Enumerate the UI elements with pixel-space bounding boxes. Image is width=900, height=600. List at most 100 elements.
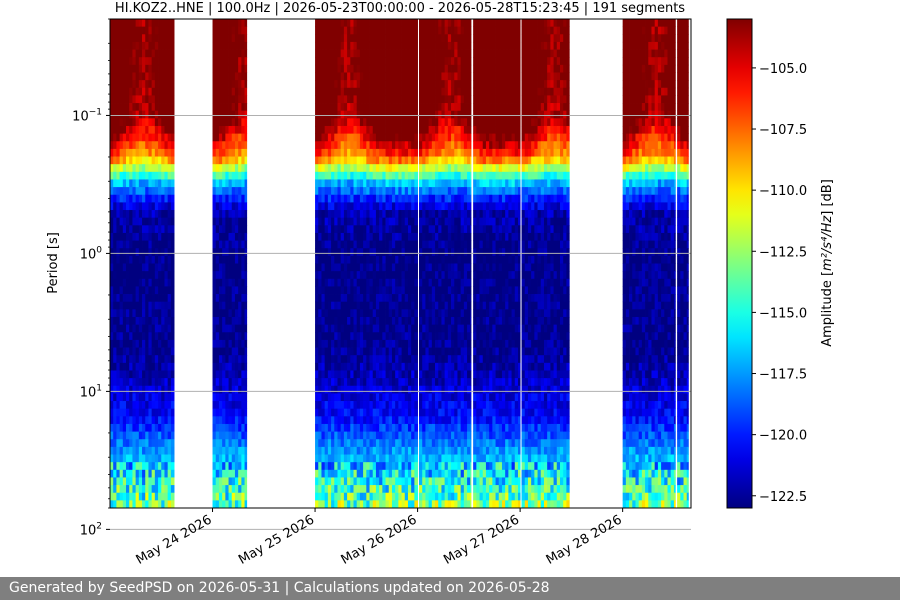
heatmap-cell: [222, 72, 226, 81]
heatmap-cell: [337, 332, 342, 341]
heatmap-cell: [463, 370, 468, 379]
heatmap-cell: [212, 271, 217, 280]
heatmap-cell: [238, 248, 242, 257]
heatmap-cell: [407, 171, 412, 180]
heatmap-cell: [428, 278, 433, 287]
heatmap-cell: [407, 156, 412, 165]
heatmap-cell: [244, 446, 248, 455]
heatmap-cell: [388, 57, 393, 66]
heatmap-cell: [353, 278, 358, 287]
heatmap-cell: [425, 80, 430, 89]
heatmap-cell: [457, 255, 462, 264]
heatmap-cell: [234, 431, 239, 440]
heatmap-cell: [372, 179, 377, 188]
heatmap-cell: [369, 416, 374, 425]
heatmap-cell: [375, 469, 380, 478]
heatmap-cell: [238, 355, 242, 364]
heatmap-cell: [391, 423, 396, 432]
heatmap-cell: [460, 492, 465, 501]
heatmap-cell: [340, 255, 345, 264]
heatmap-cell: [369, 164, 374, 173]
heatmap-cell: [431, 194, 436, 203]
heatmap-cell: [447, 225, 452, 234]
heatmap-cell: [151, 446, 156, 455]
heatmap-cell: [228, 477, 233, 486]
heatmap-cell: [359, 446, 364, 455]
heatmap-cell: [138, 485, 143, 494]
heatmap-cell: [122, 95, 127, 104]
heatmap-cell: [119, 362, 124, 371]
heatmap-cell: [324, 294, 329, 303]
heatmap-cell: [343, 439, 348, 448]
heatmap-cell: [234, 286, 239, 295]
heatmap-cell: [228, 240, 233, 249]
heatmap-cell: [135, 156, 140, 165]
heatmap-cell: [167, 164, 172, 173]
heatmap-cell: [234, 171, 239, 180]
heatmap-cell: [126, 401, 130, 410]
heatmap-cell: [375, 271, 380, 280]
heatmap-cell: [395, 286, 399, 295]
heatmap-cell: [435, 80, 439, 89]
heatmap-cell: [454, 378, 458, 387]
heatmap-cell: [164, 370, 169, 379]
heatmap-cell: [382, 294, 386, 303]
heatmap-cell: [391, 232, 396, 241]
heatmap-cell: [324, 477, 329, 486]
heatmap-cell: [435, 125, 439, 135]
heatmap-cell: [148, 34, 153, 43]
heatmap-cell: [324, 95, 329, 104]
heatmap-cell: [353, 263, 358, 272]
heatmap-cell: [225, 362, 229, 371]
heatmap-cell: [340, 171, 345, 180]
heatmap-cell: [444, 19, 449, 28]
heatmap-cell: [241, 64, 245, 73]
heatmap-cell: [142, 202, 146, 211]
heatmap-cell: [324, 431, 329, 440]
heatmap-cell: [444, 240, 449, 249]
heatmap-cell: [447, 408, 452, 417]
heatmap-cell: [353, 446, 358, 455]
heatmap-cell: [324, 64, 329, 73]
heatmap-cell: [231, 95, 236, 104]
heatmap-cell: [218, 332, 223, 341]
heatmap-cell: [372, 187, 377, 196]
heatmap-cell: [218, 278, 223, 287]
heatmap-cell: [457, 500, 462, 508]
heatmap-cell: [321, 171, 326, 180]
heatmap-cell: [363, 393, 367, 402]
heatmap-cell: [244, 301, 248, 310]
heatmap-cell: [228, 26, 233, 35]
heatmap-cell: [366, 477, 370, 486]
heatmap-cell: [451, 301, 455, 310]
heatmap-cell: [411, 156, 415, 165]
heatmap-cell: [135, 439, 140, 448]
heatmap-cell: [388, 103, 393, 112]
heatmap-cell: [404, 278, 409, 287]
heatmap-cell: [238, 49, 242, 58]
heatmap-cell: [167, 141, 172, 150]
heatmap-cell: [343, 492, 348, 501]
heatmap-cell: [318, 202, 322, 211]
heatmap-cell: [161, 49, 165, 58]
heatmap-cell: [388, 225, 393, 234]
heatmap-cell: [353, 485, 358, 494]
heatmap-cell: [343, 87, 348, 96]
heatmap-cell: [234, 416, 239, 425]
heatmap-cell: [391, 80, 396, 89]
heatmap-cell: [422, 49, 426, 58]
heatmap-cell: [372, 171, 377, 180]
heatmap-cell: [222, 95, 226, 104]
heatmap-cell: [425, 271, 430, 280]
heatmap-cell: [318, 80, 322, 89]
heatmap-cell: [154, 80, 159, 89]
heatmap-cell: [435, 347, 439, 356]
heatmap-cell: [222, 49, 226, 58]
heatmap-cell: [460, 26, 465, 35]
heatmap-cell: [347, 49, 351, 58]
heatmap-cell: [218, 423, 223, 432]
heatmap-cell: [435, 316, 439, 326]
heatmap-cell: [225, 454, 229, 463]
heatmap-cell: [238, 72, 242, 81]
heatmap-cell: [438, 301, 442, 310]
